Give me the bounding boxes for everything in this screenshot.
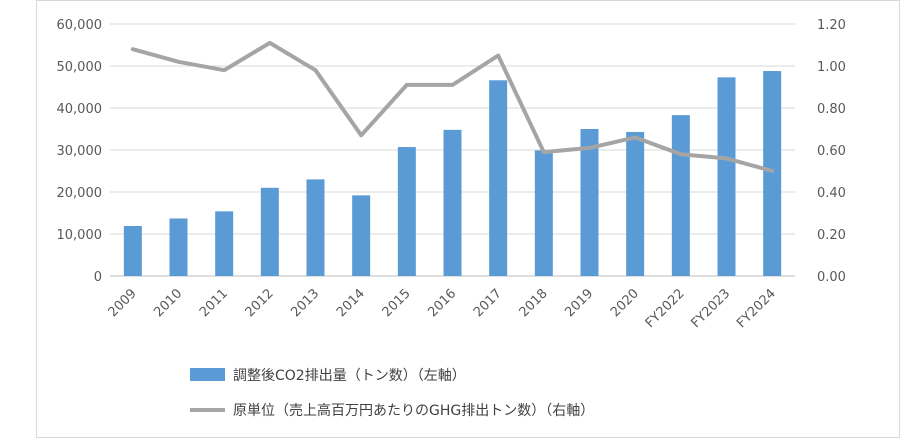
bar (671, 115, 690, 276)
bar (306, 179, 325, 276)
bar (352, 195, 371, 276)
left-axis-tick-label: 0 (94, 270, 102, 285)
left-axis-tick-label: 10,000 (57, 228, 103, 243)
bar (580, 129, 599, 276)
right-axis-tick-label: 0.20 (817, 228, 846, 243)
right-axis-tick-label: 0.00 (817, 270, 846, 285)
bar (534, 150, 553, 276)
left-axis-tick-label: 60,000 (57, 18, 103, 33)
right-axis-tick-label: 1.20 (817, 18, 846, 33)
bar (763, 71, 782, 276)
left-axis-ticks: 0 10,000 20,000 30,000 40,000 50,000 60,000 (57, 18, 103, 285)
right-axis-tick-label: 0.40 (817, 186, 846, 201)
right-axis-tick-label: 0.80 (817, 102, 846, 117)
left-axis-tick-label: 50,000 (57, 60, 103, 75)
legend: 調整後CO2排出量（トン数）（左軸） 原単位（売上高百万円あたりのGHG排出トン… (190, 368, 594, 419)
bar (443, 129, 462, 276)
left-axis-tick-label: 20,000 (57, 186, 103, 201)
bar (397, 147, 416, 276)
bar-series (123, 71, 782, 276)
legend-bar-label: 調整後CO2排出量（トン数）（左軸） (233, 368, 466, 384)
right-axis-tick-label: 1.00 (817, 60, 846, 75)
bar (169, 218, 188, 276)
bar (260, 187, 279, 276)
bar (123, 226, 142, 276)
bar (489, 80, 508, 276)
line-series (130, 40, 775, 173)
legend-line-label: 原単位（売上高百万円あたりのGHG排出トン数）（右軸） (233, 402, 594, 419)
legend-bar-swatch (190, 368, 225, 381)
bar (215, 211, 234, 276)
right-axis-tick-label: 0.60 (817, 144, 846, 159)
right-axis-ticks: 0.00 0.20 0.40 0.60 0.80 1.00 1.20 (817, 18, 846, 285)
bar (717, 77, 736, 276)
bar (626, 131, 645, 276)
left-axis-tick-label: 40,000 (57, 102, 103, 117)
left-axis-tick-label: 30,000 (57, 144, 103, 159)
intensity-line (130, 40, 775, 173)
